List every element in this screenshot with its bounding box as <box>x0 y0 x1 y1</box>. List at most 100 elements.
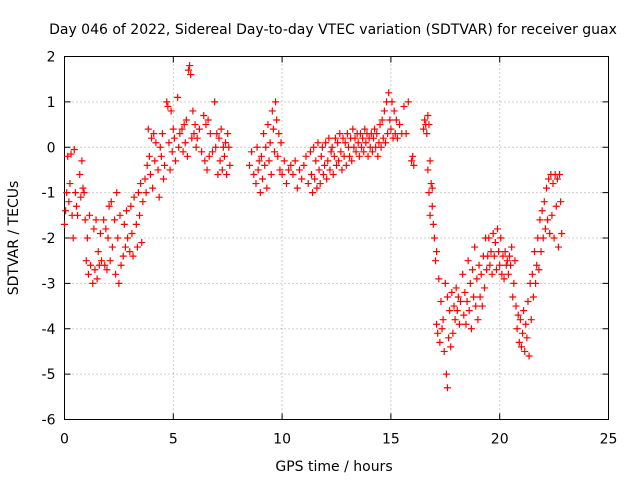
data-point <box>269 125 277 133</box>
data-point <box>515 338 523 346</box>
data-point <box>373 130 381 138</box>
data-point <box>121 243 129 251</box>
data-point <box>355 152 363 160</box>
data-point <box>460 311 468 319</box>
data-point <box>446 307 454 315</box>
data-point <box>217 125 225 133</box>
data-point <box>393 134 401 142</box>
data-point <box>351 134 359 142</box>
data-point <box>117 261 125 269</box>
data-point <box>212 143 220 151</box>
data-point <box>425 189 433 197</box>
data-point <box>171 157 179 165</box>
data-point <box>282 180 290 188</box>
data-point <box>252 180 260 188</box>
data-point <box>352 148 360 156</box>
data-point <box>185 66 193 74</box>
data-point <box>72 202 80 210</box>
data-point <box>546 229 554 237</box>
data-point <box>273 116 281 124</box>
data-point <box>380 107 388 115</box>
data-point <box>264 121 272 129</box>
data-point <box>220 152 228 160</box>
data-point <box>309 189 317 197</box>
data-point <box>445 334 453 342</box>
data-point <box>533 261 541 269</box>
data-point <box>222 139 230 147</box>
data-point <box>267 170 275 178</box>
data-point <box>557 198 565 206</box>
data-point <box>392 116 400 124</box>
data-point <box>487 248 495 256</box>
data-point <box>339 134 347 142</box>
data-point <box>81 216 89 224</box>
data-point <box>432 257 440 265</box>
y-tick-label: -4 <box>42 322 56 338</box>
data-point <box>215 134 223 142</box>
data-point <box>137 180 145 188</box>
data-point <box>356 130 364 138</box>
data-point <box>449 329 457 337</box>
data-point <box>129 252 137 260</box>
data-point <box>204 116 212 124</box>
data-point <box>512 302 520 310</box>
data-point <box>93 275 101 283</box>
data-point <box>554 243 562 251</box>
x-tick-label: 5 <box>169 432 178 448</box>
data-point <box>248 148 256 156</box>
data-point <box>472 302 480 310</box>
data-point <box>138 239 146 247</box>
data-point <box>538 207 546 215</box>
data-point <box>474 316 482 324</box>
data-point <box>362 139 370 147</box>
data-point <box>513 325 521 333</box>
data-point <box>90 225 98 233</box>
data-point <box>136 211 144 219</box>
data-point <box>96 229 104 237</box>
data-point <box>528 270 536 278</box>
data-point <box>478 302 486 310</box>
data-point <box>455 320 463 328</box>
data-point <box>424 166 432 174</box>
data-point <box>336 130 344 138</box>
data-point <box>300 161 308 169</box>
data-point <box>275 130 283 138</box>
data-point <box>182 116 190 124</box>
data-point <box>342 161 350 169</box>
data-point <box>156 143 164 151</box>
data-point <box>459 270 467 278</box>
data-point <box>318 143 326 151</box>
data-point <box>428 202 436 210</box>
data-point <box>180 121 188 129</box>
data-point <box>319 170 327 178</box>
x-tick-label: 0 <box>60 432 69 448</box>
data-point <box>443 384 451 392</box>
y-tick-label: 1 <box>47 95 56 111</box>
data-point <box>200 111 208 119</box>
data-point <box>170 134 178 142</box>
data-point <box>280 157 288 165</box>
data-point <box>314 139 322 147</box>
data-point <box>187 71 195 79</box>
data-point <box>436 338 444 346</box>
data-point <box>83 234 91 242</box>
data-point <box>62 207 70 215</box>
data-point <box>97 257 105 265</box>
data-point <box>277 139 285 147</box>
data-point <box>274 152 282 160</box>
data-point <box>100 216 108 224</box>
data-point <box>391 130 399 138</box>
data-point <box>91 266 99 274</box>
data-point <box>435 275 443 283</box>
data-point <box>322 139 330 147</box>
data-point <box>82 257 90 265</box>
data-point <box>157 152 165 160</box>
data-point <box>296 166 304 174</box>
data-point <box>341 139 349 147</box>
data-point <box>369 134 377 142</box>
data-point <box>298 175 306 183</box>
data-point <box>404 98 412 106</box>
data-point <box>408 157 416 165</box>
data-point <box>107 198 115 206</box>
data-point <box>523 334 531 342</box>
